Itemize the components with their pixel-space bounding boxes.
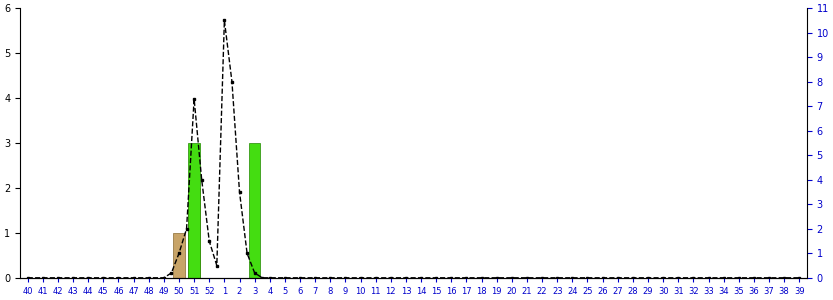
Bar <box>249 143 261 278</box>
Bar <box>173 233 185 278</box>
Bar <box>188 188 200 278</box>
Bar <box>188 143 200 278</box>
